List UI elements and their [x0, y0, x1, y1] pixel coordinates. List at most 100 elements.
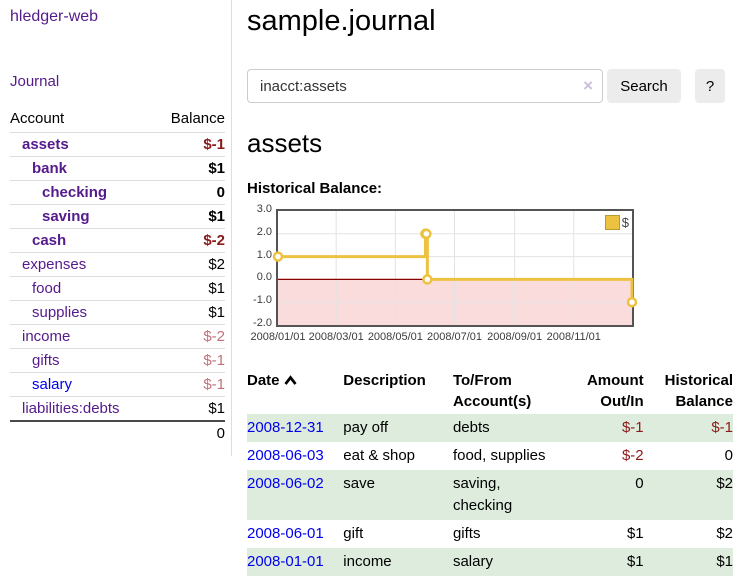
transaction-balance: 0 — [644, 442, 733, 470]
accounts-total-balance: 0 — [154, 421, 225, 445]
app-title-link[interactable]: hledger-web — [10, 8, 98, 26]
transaction-balance: $-1 — [644, 414, 733, 442]
account-balance: 0 — [154, 181, 225, 205]
account-balance: $-2 — [154, 229, 225, 253]
transaction-description: eat & shop — [343, 442, 453, 470]
account-link[interactable]: gifts — [10, 352, 60, 369]
table-row: 2008-06-01 gift gifts $1 $2 — [247, 520, 733, 548]
search-input-wrap: × — [247, 69, 603, 103]
y-axis-tick-label: 1.0 — [247, 249, 272, 261]
account-link[interactable]: income — [10, 328, 70, 345]
accounts-col-account: Account — [10, 106, 154, 133]
account-row: assets $-1 — [10, 133, 225, 157]
account-balance: $-1 — [154, 373, 225, 397]
transaction-date-link[interactable]: 2008-01-01 — [247, 553, 324, 570]
search-form: × Search ? — [247, 69, 734, 103]
account-row: cash $-2 — [10, 229, 225, 253]
table-row: 2008-06-02 save saving, checking 0 $2 — [247, 470, 733, 520]
account-balance: $-2 — [154, 325, 225, 349]
account-row: bank $1 — [10, 157, 225, 181]
account-row: liabilities:debts $1 — [10, 397, 225, 422]
account-row: checking 0 — [10, 181, 225, 205]
account-row: saving $1 — [10, 205, 225, 229]
y-axis-tick-label: 2.0 — [247, 226, 272, 238]
transaction-description: gift — [343, 520, 453, 548]
data-point-marker — [422, 230, 430, 238]
y-axis-tick-label: -1.0 — [247, 294, 272, 306]
account-link[interactable]: assets — [10, 136, 69, 153]
legend-swatch-icon — [605, 215, 620, 230]
chart-plot-area: $ — [276, 209, 634, 327]
balance-chart: $ 3.02.01.00.0-1.0-2.02008/01/012008/03/… — [247, 209, 734, 347]
account-row: expenses $2 — [10, 253, 225, 277]
sidebar-item-journal[interactable]: Journal — [10, 73, 59, 90]
search-input[interactable] — [247, 69, 603, 103]
account-link[interactable]: food — [10, 280, 61, 297]
transaction-amount: $-2 — [571, 442, 644, 470]
accounts-table: Account Balance assets $-1 bank $1 check… — [10, 106, 225, 445]
transaction-balance: $2 — [644, 470, 733, 520]
account-balance: $1 — [154, 301, 225, 325]
account-link[interactable]: bank — [10, 160, 67, 177]
clear-search-icon[interactable]: × — [583, 76, 593, 96]
accounts-col-balance: Balance — [154, 106, 225, 133]
transaction-amount: $-1 — [571, 414, 644, 442]
page: hledger-web Journal Account Balance asse… — [0, 0, 742, 576]
transaction-date-link[interactable]: 2008-06-01 — [247, 525, 324, 542]
account-balance: $1 — [154, 397, 225, 422]
legend-label: $ — [622, 215, 629, 230]
transaction-balance: $1 — [644, 548, 733, 576]
transaction-date-link[interactable]: 2008-06-03 — [247, 447, 324, 464]
account-balance: $2 — [154, 253, 225, 277]
account-link[interactable]: saving — [10, 208, 90, 225]
sidebar: hledger-web Journal Account Balance asse… — [0, 0, 232, 456]
chart-title: Historical Balance: — [247, 180, 734, 197]
y-axis-tick-label: 0.0 — [247, 271, 272, 283]
accounts-total-row: 0 — [10, 421, 225, 445]
transaction-description: pay off — [343, 414, 453, 442]
account-link[interactable]: expenses — [10, 256, 86, 273]
chart-canvas — [278, 211, 632, 325]
account-balance: $-1 — [154, 133, 225, 157]
register-col-amount: Amount Out/In — [571, 366, 644, 414]
data-point-marker — [274, 253, 282, 261]
account-link[interactable]: supplies — [10, 304, 87, 321]
account-row: income $-2 — [10, 325, 225, 349]
account-heading: assets — [247, 128, 734, 159]
y-axis-tick-label: -2.0 — [247, 317, 272, 329]
sort-ascending-icon — [283, 375, 298, 386]
account-link[interactable]: cash — [10, 232, 66, 249]
transaction-accounts: gifts — [453, 520, 571, 548]
table-row: 2008-06-03 eat & shop food, supplies $-2… — [247, 442, 733, 470]
x-axis-tick-label: 2008/11/01 — [534, 331, 614, 343]
transaction-date-link[interactable]: 2008-12-31 — [247, 419, 324, 436]
register-table: Date Description To/From Account(s) Amou… — [247, 366, 733, 576]
account-row: gifts $-1 — [10, 349, 225, 373]
account-row: supplies $1 — [10, 301, 225, 325]
transaction-accounts: saving, checking — [453, 470, 571, 520]
transaction-description: income — [343, 548, 453, 576]
search-button[interactable]: Search — [607, 69, 681, 103]
account-link[interactable]: liabilities:debts — [10, 400, 120, 417]
transaction-accounts: salary — [453, 548, 571, 576]
register-col-date[interactable]: Date — [247, 366, 343, 414]
account-link[interactable]: salary — [10, 376, 72, 393]
transaction-amount: $1 — [571, 548, 644, 576]
main-content: sample.journal × Search ? assets Histori… — [232, 0, 742, 576]
transaction-date-link[interactable]: 2008-06-02 — [247, 475, 324, 492]
page-title: sample.journal — [247, 5, 734, 38]
register-col-balance: Historical Balance — [644, 366, 733, 414]
accounts-body: assets $-1 bank $1 checking 0 saving $1 … — [10, 133, 225, 422]
data-point-marker — [423, 275, 431, 283]
transaction-accounts: debts — [453, 414, 571, 442]
table-row: 2008-01-01 income salary $1 $1 — [247, 548, 733, 576]
transaction-amount: $1 — [571, 520, 644, 548]
transaction-balance: $2 — [644, 520, 733, 548]
account-balance: $-1 — [154, 349, 225, 373]
account-balance: $1 — [154, 277, 225, 301]
help-button[interactable]: ? — [695, 69, 725, 103]
register-col-accounts: To/From Account(s) — [453, 366, 571, 414]
account-row: salary $-1 — [10, 373, 225, 397]
account-link[interactable]: checking — [10, 184, 107, 201]
register-header-row: Date Description To/From Account(s) Amou… — [247, 366, 733, 414]
